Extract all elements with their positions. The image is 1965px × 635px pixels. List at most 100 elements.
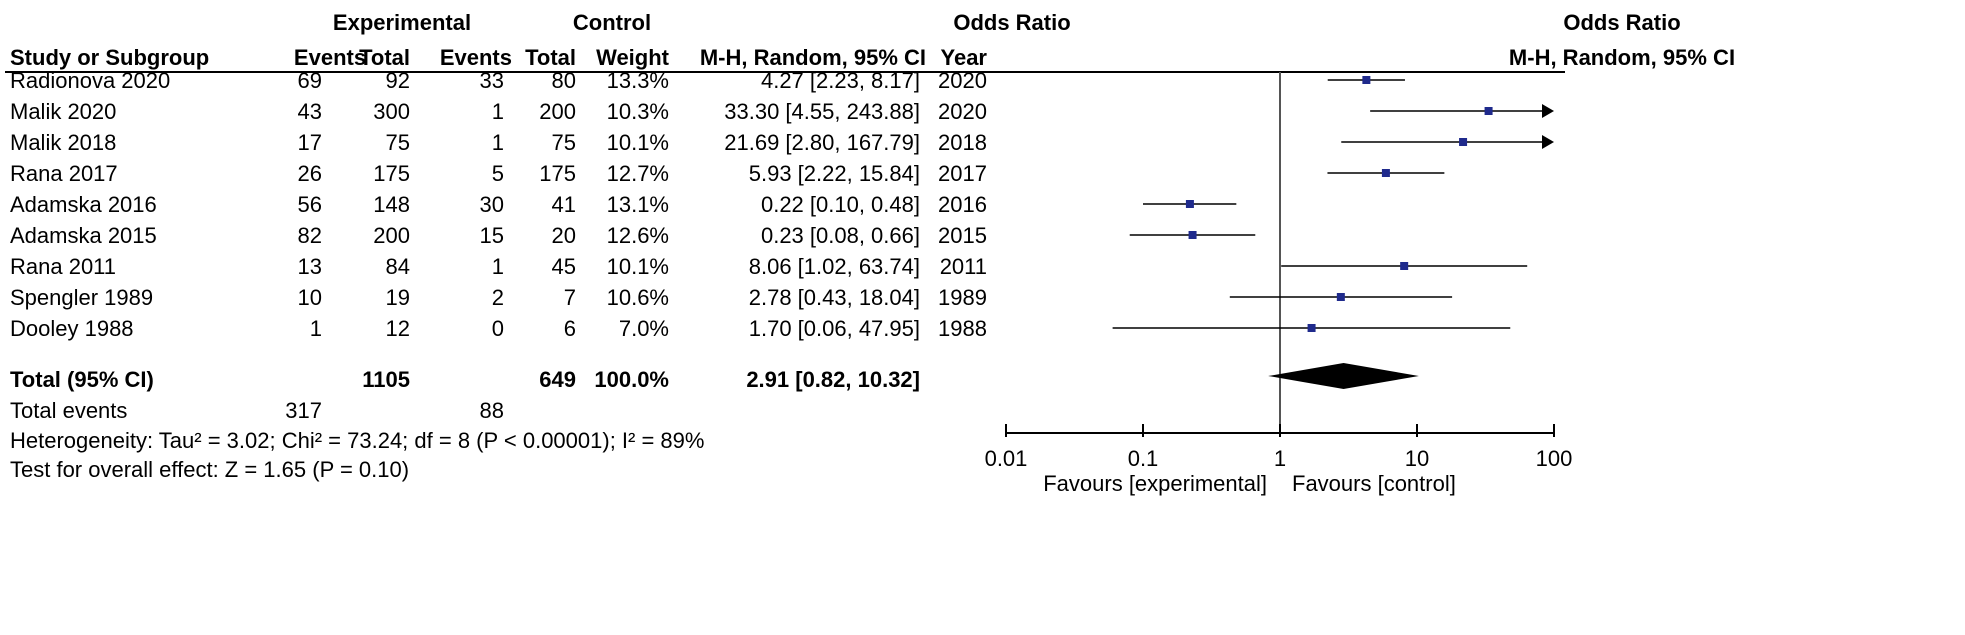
weight: 12.7%	[607, 161, 669, 186]
year: 2018	[938, 130, 987, 155]
total-ci-text: 2.91 [0.82, 10.32]	[746, 367, 920, 392]
year: 2020	[938, 68, 987, 93]
study-name: Rana 2011	[10, 254, 116, 279]
study-rows: Radionova 2020 69 92 33 80 13.3% 4.27 [2.23, 8…	[10, 68, 987, 341]
study-effect-mark	[1327, 169, 1445, 177]
ctrl-events: 30	[480, 192, 504, 217]
exp-events: 56	[298, 192, 322, 217]
ctrl-events: 1	[492, 99, 504, 124]
year: 1989	[938, 285, 987, 310]
exp-total: 75	[386, 130, 410, 155]
year: 2015	[938, 223, 987, 248]
year: 2017	[938, 161, 987, 186]
study-name: Spengler 1989	[10, 285, 153, 310]
ctrl-total: 7	[564, 285, 576, 310]
exp-events: 17	[298, 130, 322, 155]
exp-total: 148	[373, 192, 410, 217]
x-axis-tick-label: 1	[1274, 446, 1286, 471]
exp-total: 92	[386, 68, 410, 93]
total-exp-total: 1105	[362, 367, 410, 392]
forest-plot-area: 0.01 0.1 1 10 100	[985, 72, 1573, 471]
study-name: Adamska 2015	[10, 223, 157, 248]
ctrl-events: 5	[492, 161, 504, 186]
col-study-header: Study or Subgroup	[10, 45, 209, 70]
table-row: Rana 2011 13 84 1 45 10.1% 8.06 [1.02, 63.74] 2…	[10, 254, 987, 279]
year: 2020	[938, 99, 987, 124]
exp-events: 43	[298, 99, 322, 124]
study-effect-mark	[1112, 324, 1511, 332]
exp-events: 26	[298, 161, 322, 186]
study-effect-mark	[1341, 135, 1554, 149]
point-estimate-marker	[1336, 293, 1345, 301]
col-method-header: M-H, Random, 95% CI	[700, 45, 926, 70]
exp-total: 300	[373, 99, 410, 124]
ctrl-events: 1	[492, 130, 504, 155]
ci-text: 8.06 [1.02, 63.74]	[749, 254, 920, 279]
study-name: Rana 2017	[10, 161, 118, 186]
exp-events: 82	[298, 223, 322, 248]
ci-text: 2.78 [0.43, 18.04]	[749, 285, 920, 310]
total-weight: 100.0%	[594, 367, 669, 392]
ctrl-events: 2	[492, 285, 504, 310]
point-estimate-marker	[1400, 262, 1409, 270]
plot-method-header: M-H, Random, 95% CI	[1509, 45, 1735, 70]
group2-header: Control	[573, 10, 651, 35]
exp-total: 19	[386, 285, 410, 310]
weight: 10.1%	[607, 130, 669, 155]
total-label: Total (95% CI)	[10, 367, 154, 392]
table-row: Malik 2018 17 75 1 75 10.1% 21.69 [2.80, 167.7…	[10, 130, 987, 155]
study-name: Malik 2020	[10, 99, 116, 124]
ci-text: 1.70 [0.06, 47.95]	[749, 316, 920, 341]
ctrl-events: 15	[480, 223, 504, 248]
ci-text: 5.93 [2.22, 15.84]	[749, 161, 920, 186]
total-ctrl-total: 649	[539, 367, 576, 392]
point-estimate-marker	[1185, 200, 1194, 208]
x-axis-tick-label: 10	[1405, 446, 1429, 471]
study-effect-mark	[1370, 104, 1554, 118]
ci-overflow-arrow	[1542, 104, 1554, 118]
exp-events: 69	[298, 68, 322, 93]
exp-events: 10	[298, 285, 322, 310]
point-estimate-marker	[1307, 324, 1316, 332]
col-weight-header: Weight	[596, 45, 670, 70]
point-estimate-marker	[1381, 169, 1390, 177]
ci-text: 33.30 [4.55, 243.88]	[724, 99, 920, 124]
x-axis-tick-label: 100	[1536, 446, 1573, 471]
ci-text: 0.23 [0.08, 0.66]	[761, 223, 920, 248]
ci-overflow-arrow	[1542, 135, 1554, 149]
ctrl-total: 75	[552, 130, 576, 155]
study-name: Radionova 2020	[10, 68, 170, 93]
weight: 13.3%	[607, 68, 669, 93]
exp-total: 200	[373, 223, 410, 248]
ctrl-total: 41	[552, 192, 576, 217]
weight: 12.6%	[607, 223, 669, 248]
exp-total: 84	[386, 254, 410, 279]
year: 2011	[940, 254, 987, 279]
col-total1-header: Total	[359, 45, 410, 70]
study-effect-mark	[1281, 262, 1528, 270]
group1-header: Experimental	[333, 10, 471, 35]
point-estimate-marker	[1484, 107, 1493, 115]
x-axis-tick-label: 0.01	[985, 446, 1028, 471]
exp-events: 13	[298, 254, 322, 279]
point-estimate-marker	[1459, 138, 1468, 146]
weight: 7.0%	[619, 316, 669, 341]
year: 1988	[938, 316, 987, 341]
table-row: Dooley 1988 1 12 0 6 7.0% 1.70 [0.06, 47.95] 19…	[10, 316, 987, 341]
point-estimate-marker	[1362, 76, 1371, 84]
table-row: Radionova 2020 69 92 33 80 13.3% 4.27 [2.23, 8…	[10, 68, 987, 93]
plot-header: Odds Ratio	[1563, 10, 1680, 35]
study-name: Malik 2018	[10, 130, 116, 155]
table-row: Spengler 1989 10 19 2 7 10.6% 2.78 [0.43, 18.0…	[10, 285, 987, 310]
table-row: Rana 2017 26 175 5 175 12.7% 5.93 [2.22, 15.84…	[10, 161, 987, 186]
point-estimate-marker	[1188, 231, 1197, 239]
weight: 10.1%	[607, 254, 669, 279]
weight: 13.1%	[607, 192, 669, 217]
overall-effect-text: Test for overall effect: Z = 1.65 (P = 0…	[10, 457, 409, 482]
ci-text: 4.27 [2.23, 8.17]	[761, 68, 920, 93]
table-row: Malik 2020 43 300 1 200 10.3% 33.30 [4.55, 243…	[10, 99, 987, 124]
ctrl-total: 200	[539, 99, 576, 124]
ctrl-total: 6	[564, 316, 576, 341]
study-effect-mark	[1327, 76, 1405, 84]
